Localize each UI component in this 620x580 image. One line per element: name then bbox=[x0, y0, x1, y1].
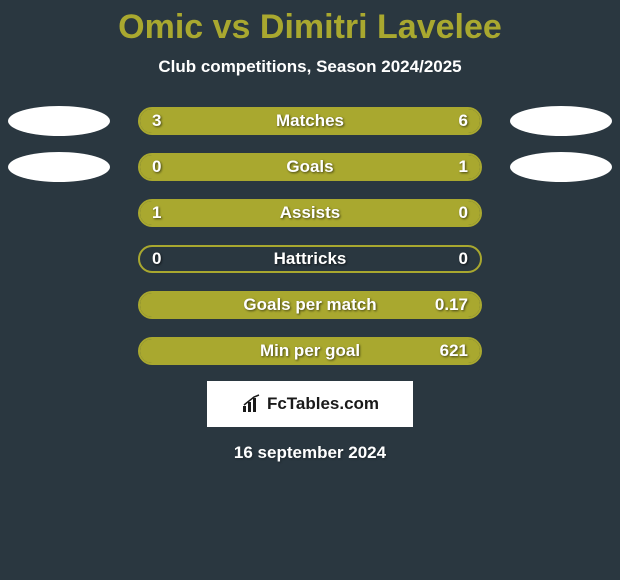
page-title: Omic vs Dimitri Lavelee bbox=[0, 8, 620, 47]
stat-label: Goals bbox=[140, 155, 480, 179]
stat-row: 621Min per goal bbox=[0, 335, 620, 367]
brand-badge: FcTables.com bbox=[207, 381, 413, 427]
stat-row: 00Hattricks bbox=[0, 243, 620, 275]
player-right-marker bbox=[510, 106, 612, 136]
stat-row: 10Assists bbox=[0, 197, 620, 229]
chart-icon bbox=[241, 394, 261, 414]
stat-label: Matches bbox=[140, 109, 480, 133]
player-left-marker bbox=[8, 152, 110, 182]
stat-label: Min per goal bbox=[140, 339, 480, 363]
stat-row: 36Matches bbox=[0, 105, 620, 137]
stat-label: Goals per match bbox=[140, 293, 480, 317]
stat-bar: 10Assists bbox=[138, 199, 482, 227]
stat-bar: 00Hattricks bbox=[138, 245, 482, 273]
stat-bar: 621Min per goal bbox=[138, 337, 482, 365]
stat-label: Hattricks bbox=[140, 247, 480, 271]
stat-bar: 01Goals bbox=[138, 153, 482, 181]
stat-bar: 0.17Goals per match bbox=[138, 291, 482, 319]
brand-text: FcTables.com bbox=[267, 394, 379, 414]
player-left-marker bbox=[8, 106, 110, 136]
subtitle: Club competitions, Season 2024/2025 bbox=[0, 57, 620, 77]
stats-container: 36Matches 01Goals 10Assists 00Hattricks 0.17… bbox=[0, 105, 620, 367]
player-right-marker bbox=[510, 152, 612, 182]
stat-bar: 36Matches bbox=[138, 107, 482, 135]
comparison-infographic: Omic vs Dimitri Lavelee Club competition… bbox=[0, 0, 620, 463]
date-text: 16 september 2024 bbox=[0, 443, 620, 463]
stat-row: 0.17Goals per match bbox=[0, 289, 620, 321]
stat-label: Assists bbox=[140, 201, 480, 225]
stat-row: 01Goals bbox=[0, 151, 620, 183]
